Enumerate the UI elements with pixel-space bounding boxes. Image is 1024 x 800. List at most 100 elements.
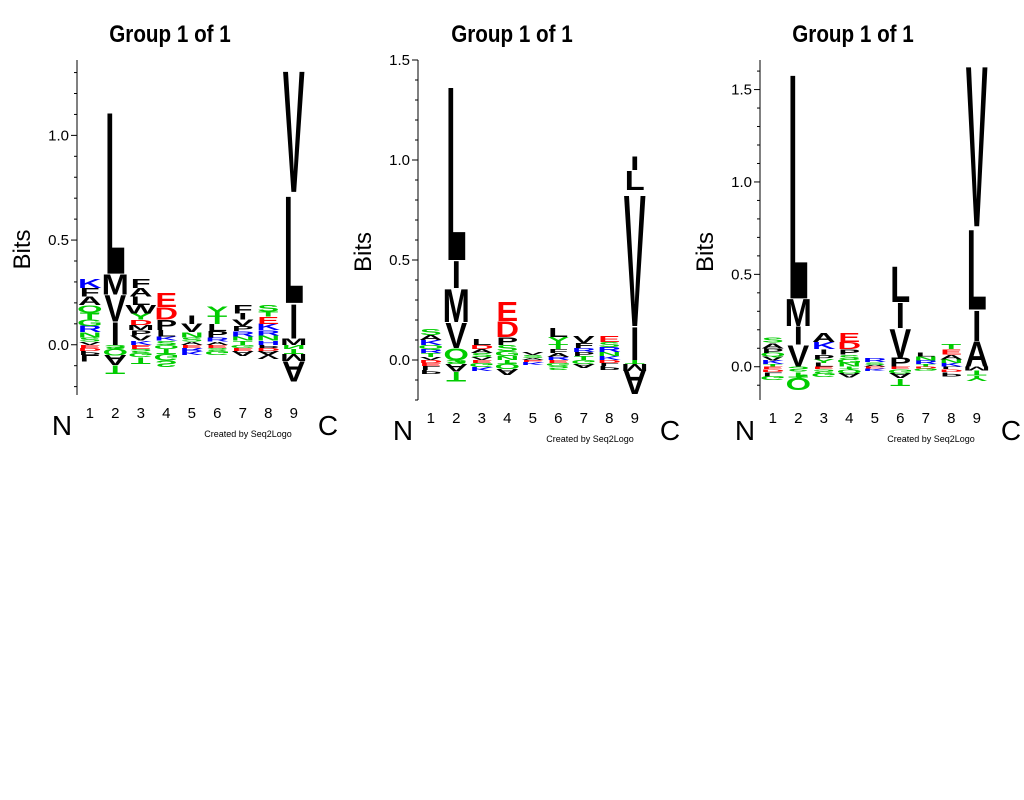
- residue-D-neg-pos-1: D: [78, 347, 102, 352]
- residue-L-pos-2: L: [788, 6, 808, 368]
- residue-N-pos-1: N: [78, 331, 102, 339]
- logo-panel-2: Group 1 of 10.00.51.01.5BitsVTRQKASDELP1…: [350, 21, 680, 446]
- residue-E-pos-8: E: [940, 348, 962, 356]
- y-tick-label: 0.0: [731, 359, 752, 376]
- residue-E-neg-pos-3: E: [471, 359, 493, 364]
- residue-K-pos-1: K: [78, 277, 102, 292]
- residue-E-neg-pos-6: E: [889, 366, 911, 370]
- residue-L-pos-2: L: [446, 34, 466, 313]
- residue-R-pos-7: R: [914, 359, 938, 365]
- residue-A-pos-1: A: [78, 295, 102, 308]
- residue-D-neg-pos-8: D: [597, 359, 621, 364]
- residue-G-neg-pos-6: G: [888, 368, 913, 374]
- logo-panel-3: Group 1 of 10.00.51.01.5BitsTKVQPASEDLG1…: [692, 6, 1021, 446]
- residue-Q-neg-pos-4: Q: [495, 363, 520, 371]
- residue-P-pos-6: P: [889, 356, 911, 370]
- residue-D-neg-pos-1: D: [761, 369, 785, 373]
- y-tick-label: 1.0: [389, 152, 410, 169]
- residue-E-neg-pos-1: E: [420, 362, 442, 367]
- x-tick-label: 8: [264, 405, 272, 422]
- y-tick-label: 0.5: [48, 232, 69, 249]
- residue-A-neg-pos-9: A: [282, 355, 306, 388]
- residue-T-neg-pos-2: T: [105, 363, 125, 376]
- residue-A-neg-pos-8: A: [256, 350, 280, 356]
- n-terminus-label: N: [52, 410, 72, 441]
- residue-T-pos-7: T: [574, 355, 595, 361]
- chart-title: Group 1 of 1: [792, 21, 914, 48]
- residue-D-neg-pos-7: D: [914, 366, 938, 369]
- residue-A-pos-9: A: [965, 335, 989, 375]
- residue-K-pos-1: K: [419, 339, 443, 347]
- residue-L-pos-6: L: [548, 326, 568, 340]
- residue-R-pos-6: R: [546, 356, 570, 361]
- residue-M-pos-2: M: [785, 292, 812, 335]
- y-tick-label: 1.0: [731, 174, 752, 191]
- y-tick-label: 0.5: [731, 266, 752, 283]
- y-tick-label: 0.5: [389, 252, 410, 269]
- residue-I-pos-2: I: [794, 322, 803, 351]
- y-tick-label: 1.5: [731, 82, 752, 99]
- residue-A-neg-pos-7: A: [231, 349, 255, 357]
- residue-A-pos-3: A: [129, 287, 153, 300]
- residue-A-neg-pos-4: A: [837, 372, 861, 379]
- x-tick-label: 8: [947, 410, 955, 427]
- residue-S-neg-pos-3: S: [130, 348, 152, 354]
- residue-M-neg-pos-9: M: [280, 352, 307, 363]
- residue-A-pos-5: A: [863, 364, 887, 367]
- residue-E-neg-pos-6: E: [547, 359, 569, 364]
- residue-S-pos-8: S: [257, 304, 279, 314]
- residue-K-pos-3: K: [129, 340, 153, 346]
- residue-T-neg-pos-9: T: [284, 347, 305, 355]
- residue-P-pos-4: P: [496, 335, 518, 347]
- residue-G-neg-pos-7: G: [571, 359, 596, 365]
- residue-V-pos-2: V: [104, 289, 126, 331]
- residue-N-pos-8: N: [939, 358, 963, 364]
- residue-K-neg-pos-5: K: [521, 361, 545, 366]
- residue-G-pos-4: G: [837, 358, 862, 364]
- residue-L-neg-pos-1: L: [80, 353, 100, 363]
- residue-L-pos-3: L: [131, 295, 151, 308]
- x-tick-label: 4: [503, 410, 511, 427]
- residue-R-pos-8: R: [256, 329, 280, 337]
- residue-M-neg-pos-9: M: [621, 362, 648, 373]
- residue-Q-pos-2: Q: [444, 346, 469, 364]
- residue-I-pos-9: I: [630, 153, 639, 175]
- residue-T-neg-pos-4: T: [839, 366, 859, 370]
- residue-F-pos-7: F: [233, 303, 253, 316]
- residue-G-neg-pos-3: G: [469, 362, 494, 368]
- residue-G-neg-pos-7: G: [913, 368, 938, 372]
- y-axis-label: Bits: [692, 232, 719, 272]
- residue-E-neg-pos-3: E: [130, 344, 152, 350]
- residue-R-pos-7: R: [231, 330, 255, 338]
- residue-A-neg-pos-2: A: [103, 352, 127, 368]
- y-tick-label: 1.5: [389, 52, 410, 69]
- residue-A-pos-8: A: [939, 354, 963, 361]
- residue-P-neg-pos-8: P: [940, 371, 962, 377]
- residue-T-neg-pos-9: T: [625, 359, 646, 365]
- residue-A-pos-6: A: [546, 352, 570, 358]
- residue-T-neg-pos-9: T: [967, 368, 988, 376]
- residue-Y-neg-pos-9: Y: [966, 374, 988, 382]
- residue-I-pos-6: I: [896, 297, 905, 337]
- x-tick-label: 8: [605, 410, 613, 427]
- residue-E-neg-pos-7: E: [232, 347, 254, 352]
- residue-S-pos-5: S: [864, 361, 886, 365]
- residue-D-pos-4: D: [154, 304, 178, 324]
- n-terminus-label: N: [735, 415, 755, 446]
- residue-E-neg-pos-5: E: [864, 366, 886, 369]
- residue-N-pos-7: N: [231, 335, 255, 341]
- residue-E-pos-8: E: [257, 315, 279, 326]
- x-tick-label: 2: [111, 405, 119, 422]
